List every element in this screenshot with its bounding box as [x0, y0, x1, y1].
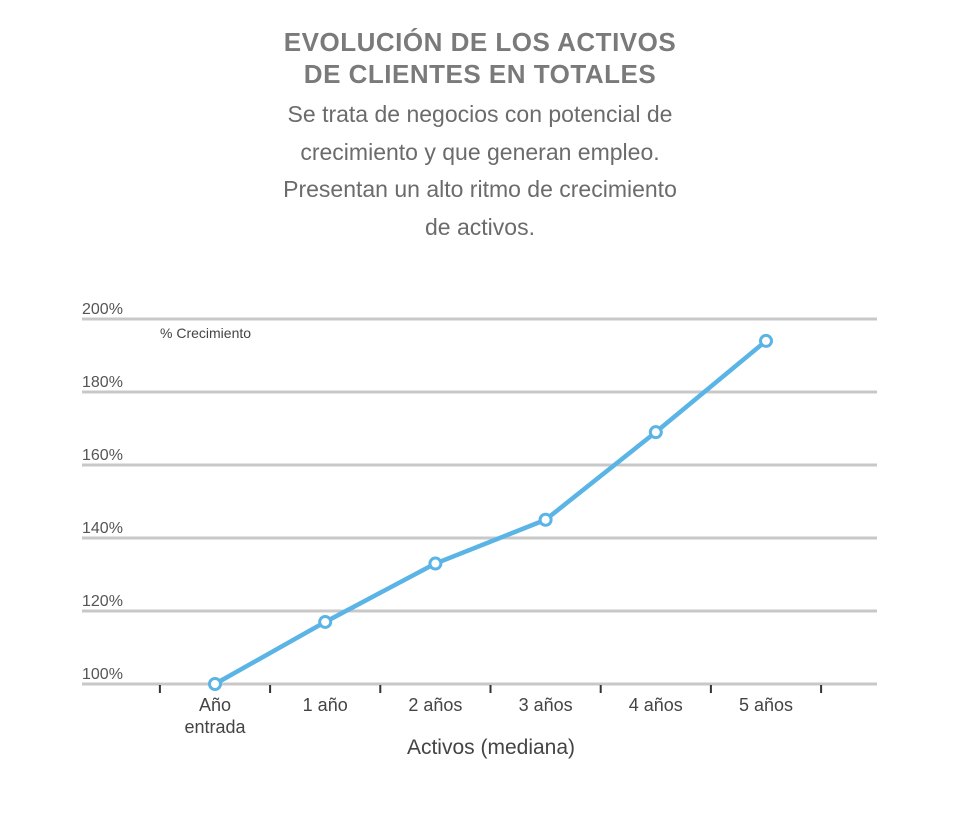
data-point [538, 512, 553, 527]
x-tick-label: 1 año [303, 695, 348, 715]
x-axis-ticks [158, 685, 823, 693]
series-line [213, 339, 768, 686]
data-point [428, 556, 443, 571]
y-axis-label: % Crecimiento [160, 325, 251, 341]
subtitle-line-4: de activos. [425, 213, 535, 240]
data-point [648, 425, 663, 440]
series-line-layer [208, 333, 773, 691]
y-tick-label: 200% [82, 301, 123, 318]
data-point [208, 677, 222, 691]
x-tick-label: 4 años [629, 695, 683, 715]
data-point [759, 333, 773, 348]
chart-subtitle: Se trata de negocios con potencial de cr… [230, 96, 730, 246]
y-tick-label: 100% [82, 666, 123, 683]
subtitle-line-1: Se trata de negocios con potencial de [287, 101, 673, 127]
y-tick-label: 160% [82, 447, 123, 464]
gridlines [82, 317, 877, 686]
chart-title-line-2: DE CLIENTES EN TOTALES [303, 59, 657, 89]
data-point [318, 614, 333, 629]
subtitle-line-2: crecimiento y que generan empleo. [300, 138, 660, 165]
x-tick-label: 2 años [408, 695, 462, 715]
chart-title: EVOLUCIÓN DE LOS ACTIVOS DE CLIENTES EN … [0, 26, 960, 90]
subtitle-line-3: Presentan un alto ritmo de crecimiento [283, 176, 677, 202]
x-axis-title: Activos (mediana) [407, 736, 575, 759]
x-category-labels: Año entrada 1 año 2 años 3 años 4 años 5 años [184, 695, 793, 737]
chart-title-line-1: EVOLUCIÓN DE LOS ACTIVOS [283, 27, 677, 57]
y-tick-labels: 100% 120% 140% 160% 180% 200% [82, 301, 123, 683]
y-tick-label: 120% [82, 593, 123, 610]
y-tick-label: 140% [82, 520, 123, 537]
x-tick-label: 3 años [519, 695, 573, 715]
x-tick-label: Año entrada [184, 695, 246, 737]
y-tick-label: 180% [82, 374, 123, 391]
x-tick-label: 5 años [739, 695, 793, 715]
